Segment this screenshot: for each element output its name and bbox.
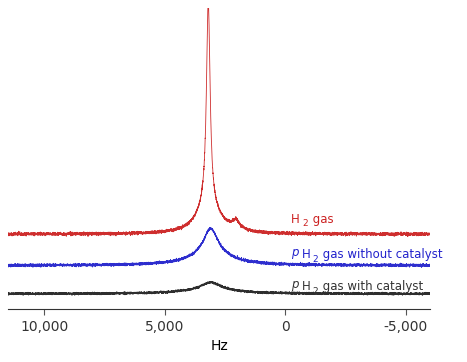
Text: gas without catalyst: gas without catalyst <box>319 248 443 261</box>
X-axis label: Hz: Hz <box>210 340 228 353</box>
Text: H: H <box>302 248 311 261</box>
Text: $p$: $p$ <box>291 279 300 293</box>
Text: 2: 2 <box>313 287 318 296</box>
Text: 2: 2 <box>313 254 318 264</box>
Text: 2: 2 <box>303 219 308 228</box>
Text: gas with catalyst: gas with catalyst <box>319 280 424 293</box>
Text: $p$: $p$ <box>291 247 300 261</box>
Text: H: H <box>291 212 299 226</box>
Text: H: H <box>302 280 311 293</box>
Text: gas: gas <box>309 212 334 226</box>
